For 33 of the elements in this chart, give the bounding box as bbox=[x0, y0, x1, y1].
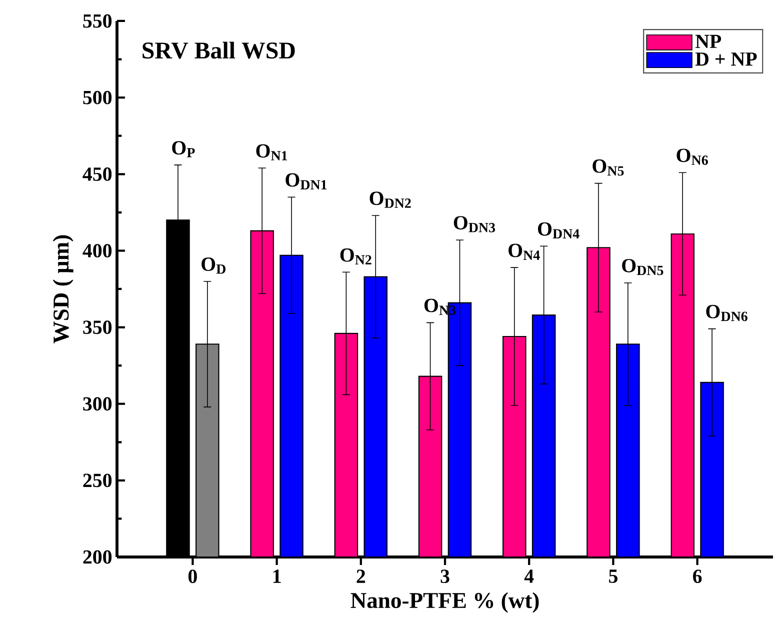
annotation: O$_{P}$ bbox=[172, 141, 195, 158]
x-axis-title: Nano-PTFE % (wt) bbox=[350, 592, 539, 613]
annotation: O$_{DN3}$ bbox=[454, 216, 496, 232]
annotation: O$_{DN4}$ bbox=[538, 222, 580, 238]
annotation: O$_{N6}$ bbox=[676, 148, 708, 165]
annotation: O$_{DN1}$ bbox=[286, 173, 327, 190]
y-tick-label: 500 bbox=[83, 90, 112, 104]
y-tick-label: 450 bbox=[82, 167, 112, 181]
annotation: O$_{N5}$ bbox=[592, 159, 624, 176]
y-tick-label: 200 bbox=[83, 550, 112, 564]
annotation: O$_{N1}$ bbox=[256, 144, 288, 160]
y-tick-label: 550 bbox=[83, 14, 112, 28]
legend-label: NP bbox=[695, 34, 722, 48]
text: SRV Ball WSD bbox=[142, 42, 295, 59]
x-tick-label: 4 bbox=[524, 570, 534, 583]
y-tick-label: 400 bbox=[82, 244, 112, 258]
annotation: O$_{N4}$ bbox=[508, 244, 540, 260]
y-axis-title: WSD ( μm) bbox=[52, 235, 74, 344]
annotation: O$_{DN2}$ bbox=[370, 192, 411, 208]
y-tick-label: 350 bbox=[83, 320, 112, 334]
annotation: O$_{N2}$ bbox=[340, 248, 372, 264]
x-tick-label: 3 bbox=[440, 570, 450, 584]
legend-label: D + NP bbox=[695, 52, 757, 66]
y-tick-label: 300 bbox=[83, 397, 112, 411]
x-tick-label: 2 bbox=[356, 570, 366, 583]
x-tick-label: 6 bbox=[693, 570, 702, 584]
annotation: O$_{DN6}$ bbox=[706, 304, 748, 322]
annotation: O$_{D}$ bbox=[202, 258, 226, 274]
x-tick-label: 1 bbox=[273, 570, 281, 583]
y-tick-label: 250 bbox=[83, 474, 112, 488]
x-tick-label: 5 bbox=[609, 570, 618, 583]
annotation: O$_{DN5}$ bbox=[622, 258, 664, 276]
x-tick-label: 0 bbox=[188, 570, 197, 584]
